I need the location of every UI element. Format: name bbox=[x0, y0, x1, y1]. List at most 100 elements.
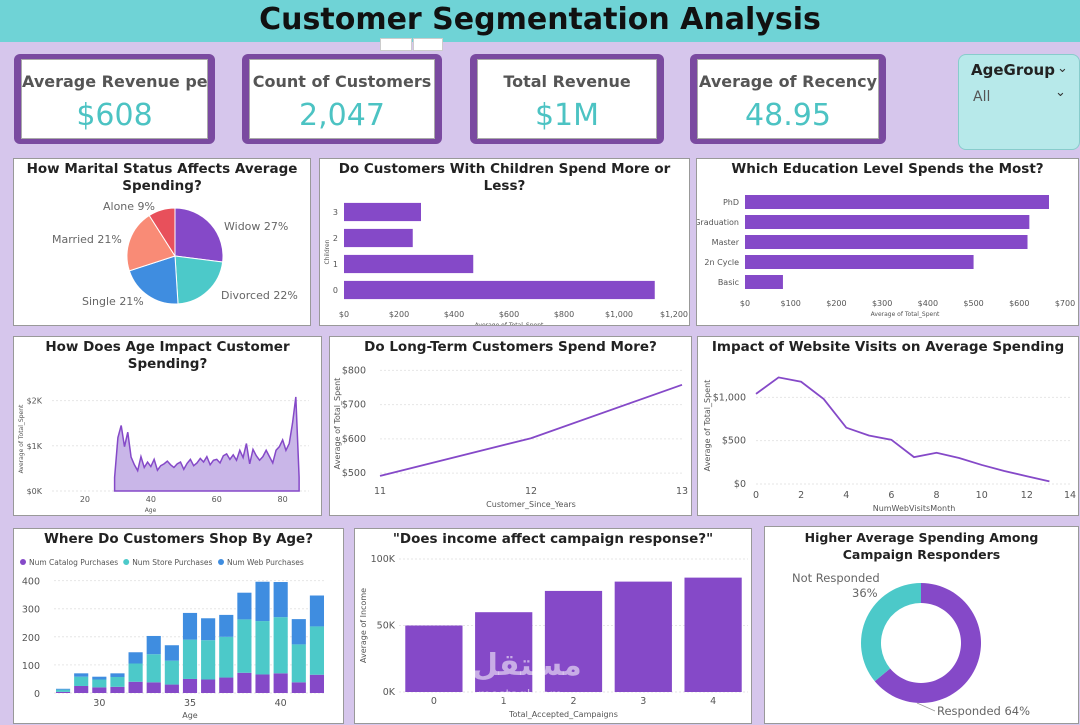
y-tick-label: $1,000 bbox=[713, 392, 746, 403]
legend-marker bbox=[218, 559, 224, 565]
chart-title: Higher Average Spending Among Campaign R… bbox=[804, 530, 1039, 562]
x-tick-label: 80 bbox=[278, 495, 288, 504]
y-axis-label: Children bbox=[324, 239, 331, 264]
pie-slice bbox=[174, 255, 224, 305]
kpi-value: 2,047 bbox=[299, 98, 385, 133]
x-tick-label: 6 bbox=[888, 490, 894, 501]
marital-status-chart[interactable]: How Marital Status Affects Average Spend… bbox=[13, 158, 311, 326]
education-bars: PhD Graduation Master 2n Cycle Basic $0 $100 $2… bbox=[697, 195, 1075, 318]
y-tick-label: 400 bbox=[22, 577, 40, 588]
stacked-bar-segment bbox=[201, 618, 216, 641]
pie-slice bbox=[174, 207, 224, 263]
web-visits-line: $0 $500 $1,000 0 2 4 6 8 10 12 14 NumWebVisitsMonth… bbox=[703, 376, 1076, 513]
x-tick-label: 2 bbox=[570, 696, 576, 707]
stacked-bar-segment bbox=[92, 676, 107, 680]
pie-slice bbox=[126, 214, 176, 272]
stacked-bar-segment bbox=[164, 645, 179, 661]
title-bar: Customer Segmentation Analysis bbox=[0, 0, 1080, 42]
y-tick-label: 0 bbox=[333, 286, 338, 295]
y-axis-label: Average of Total_Spent bbox=[703, 380, 712, 472]
pie-label: Widow 27% bbox=[224, 220, 288, 233]
chart-title: "Does income affect campaign response?" bbox=[392, 531, 714, 547]
tenure-spending-chart[interactable]: Do Long-Term Customers Spend More? $500 $… bbox=[329, 336, 692, 516]
x-tick-label: 0 bbox=[431, 696, 437, 707]
stacked-bar-segment bbox=[55, 691, 71, 693]
stacked-bar-segment bbox=[219, 636, 234, 678]
chart-title: Do Customers With Children Spend More or… bbox=[338, 161, 671, 194]
income-campaign-chart[interactable]: "Does income affect campaign response?" … bbox=[354, 528, 752, 724]
dropdown-chevron-icon[interactable]: ⌄ bbox=[1055, 85, 1066, 100]
slicer-selected-value[interactable]: All bbox=[973, 89, 991, 105]
kpi-card-customer-count: Count of Customers 2,047 bbox=[242, 54, 442, 144]
stacked-bar-segment bbox=[55, 689, 71, 692]
x-tick-label: 0 bbox=[753, 490, 759, 501]
stacked-bar-segment bbox=[237, 619, 252, 673]
donut-label: Not Responded bbox=[792, 571, 880, 585]
stacked-bar-segment bbox=[182, 678, 198, 693]
age-area: $0K $1K $2K 20 40 60 80 Age Average of Total_Spe… bbox=[18, 396, 309, 514]
web-visits-chart[interactable]: Impact of Website Visits on Average Spen… bbox=[697, 336, 1079, 516]
stacked-bar-segment bbox=[201, 640, 216, 680]
kpi-value: 48.95 bbox=[745, 98, 831, 133]
age-spending-chart[interactable]: How Does Age Impact Customer Spending? $… bbox=[13, 336, 322, 516]
x-axis-label: Customer_Since_Years bbox=[486, 500, 576, 509]
page-title: Customer Segmentation Analysis bbox=[259, 2, 821, 37]
chart-title: Where Do Customers Shop By Age? bbox=[43, 531, 314, 547]
x-tick-label: $400 bbox=[444, 310, 464, 319]
stacked-bar-segment bbox=[110, 686, 125, 693]
x-tick-label: 2 bbox=[798, 490, 804, 501]
y-axis-label: Average of Total_Spent bbox=[333, 378, 342, 470]
chevron-down-icon[interactable]: ⌄ bbox=[1057, 61, 1068, 76]
bar bbox=[344, 280, 655, 300]
y-tick-label: 100K bbox=[371, 554, 396, 565]
education-spending-chart[interactable]: Which Education Level Spends the Most? P… bbox=[696, 158, 1079, 326]
children-spending-chart[interactable]: Do Customers With Children Spend More or… bbox=[319, 158, 690, 326]
stacked-bar-segment bbox=[146, 635, 161, 655]
y-tick-label: $500 bbox=[342, 468, 366, 479]
x-axis-label: Age bbox=[145, 507, 157, 514]
stacked-bar-segment bbox=[255, 581, 270, 622]
stacked-bar-segment bbox=[146, 682, 161, 693]
kpi-label: Total Revenue bbox=[503, 72, 631, 91]
y-tick-label: 3 bbox=[333, 208, 338, 217]
x-tick-label: 3 bbox=[640, 696, 646, 707]
stacked-bar-segment bbox=[146, 654, 161, 683]
kpi-label: Average of Recency bbox=[699, 72, 877, 91]
x-axis-label: Total_Accepted_Campaigns bbox=[508, 710, 618, 719]
more-options-button[interactable] bbox=[413, 38, 443, 51]
y-tick-label: 0 bbox=[34, 689, 40, 700]
legend-label: Num Catalog Purchases bbox=[29, 558, 118, 567]
stacked-bar-segment bbox=[255, 621, 270, 675]
bar bbox=[344, 228, 413, 248]
bar bbox=[475, 612, 533, 692]
stacked-bar-segment bbox=[219, 614, 234, 637]
shop-by-age-chart[interactable]: Where Do Customers Shop By Age? Num Cata… bbox=[13, 528, 344, 724]
x-axis-label: Age bbox=[182, 711, 198, 720]
stacked-bar-segment bbox=[92, 687, 107, 693]
x-tick-label: $200 bbox=[826, 299, 846, 308]
area-series bbox=[113, 396, 300, 492]
x-tick-label: 40 bbox=[275, 698, 287, 709]
stacked-bar-segment bbox=[309, 595, 325, 627]
responders-donut-chart[interactable]: Higher Average Spending Among Campaign R… bbox=[764, 526, 1079, 724]
focus-mode-button[interactable] bbox=[380, 38, 412, 51]
pie-label: Divorced 22% bbox=[221, 289, 298, 302]
x-tick-label: $0 bbox=[740, 299, 750, 308]
chart-title: Impact of Website Visits on Average Spen… bbox=[711, 339, 1065, 355]
donut-slice bbox=[874, 583, 981, 703]
stacked-bar-segment bbox=[164, 660, 179, 685]
line-series bbox=[755, 376, 1050, 483]
agegroup-slicer[interactable]: AgeGroup ⌄ All ⌄ bbox=[958, 54, 1080, 150]
stacked-bar-segment bbox=[128, 663, 143, 682]
stacked-bar-segment bbox=[182, 639, 198, 679]
x-tick-label: 12 bbox=[1021, 490, 1033, 501]
stacked-bar-segment bbox=[309, 674, 325, 693]
stacked-bar-segment bbox=[273, 673, 288, 693]
kpi-value: $1M bbox=[534, 98, 600, 133]
children-bars: 3 2 1 0 $0 $200 $400 $600 $800 $1,000 $1,200 Averag… bbox=[324, 202, 688, 325]
x-axis-label: NumWebVisitsMonth bbox=[873, 504, 956, 513]
x-tick-label: 8 bbox=[934, 490, 940, 501]
y-tick-label: 200 bbox=[22, 633, 40, 644]
pie-slice bbox=[128, 255, 179, 305]
stacked-bar-segment bbox=[182, 612, 198, 640]
